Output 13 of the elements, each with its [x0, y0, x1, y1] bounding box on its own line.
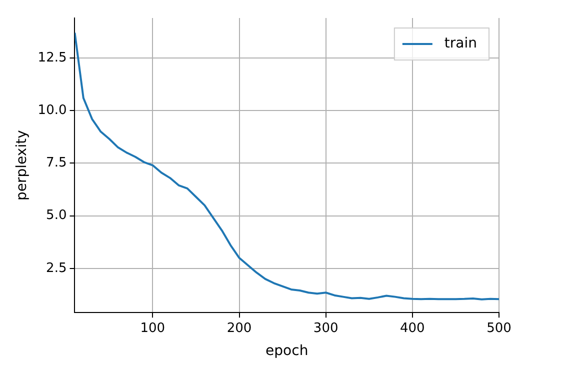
x-tick-label: 100: [140, 320, 166, 336]
y-tick-label: 12.5: [38, 50, 67, 66]
legend-label: train: [444, 36, 478, 52]
x-axis-title: epoch: [266, 343, 308, 360]
x-tick-label: 500: [486, 320, 512, 336]
x-tick-label: 200: [226, 320, 252, 336]
y-tick-label: 7.5: [46, 156, 67, 171]
y-axis-title: perplexity: [14, 130, 30, 200]
y-tick-label: 5.0: [46, 208, 67, 224]
y-tick-label: 10.0: [38, 102, 67, 118]
x-tick-label: 400: [400, 320, 425, 336]
y-tick-label: 2.5: [46, 260, 67, 276]
x-tick-label: 300: [313, 320, 338, 336]
